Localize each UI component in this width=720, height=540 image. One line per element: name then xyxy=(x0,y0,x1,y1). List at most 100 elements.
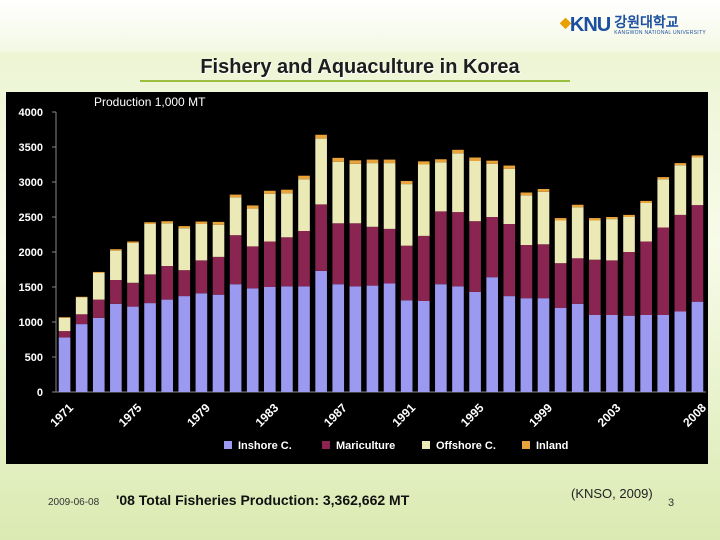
bar-segment xyxy=(417,301,430,392)
bar-segment xyxy=(281,193,293,238)
bar-segment xyxy=(229,194,242,198)
bar-segment xyxy=(332,157,345,162)
bar-segment xyxy=(315,204,327,271)
bar-segment xyxy=(332,284,345,392)
legend-label: Offshore C. xyxy=(436,440,496,452)
bar-segment xyxy=(75,297,88,315)
bar-segment xyxy=(264,287,276,392)
bar-segment xyxy=(246,208,259,247)
bar-segment xyxy=(691,157,704,206)
bar-segment xyxy=(469,291,481,392)
logo-korean: 강원대학교 xyxy=(614,14,679,31)
bar-segment xyxy=(75,296,88,298)
bar-segment xyxy=(264,190,276,194)
bar-segment xyxy=(383,159,396,164)
legend-label: Inshore C. xyxy=(238,440,292,452)
bar-segment xyxy=(212,256,225,295)
footer-date: 2009-06-08 xyxy=(48,497,100,508)
bar-segment xyxy=(161,223,173,266)
x-tick-label: 1999 xyxy=(526,401,555,430)
header-band xyxy=(0,0,720,52)
bar-segment xyxy=(691,205,704,302)
x-tick-label: 1987 xyxy=(321,401,350,430)
bar-segment xyxy=(469,157,481,161)
bar-segment xyxy=(400,300,413,392)
bar-segment xyxy=(571,258,584,304)
bar-segment xyxy=(161,299,173,392)
bar-segment xyxy=(298,286,310,392)
bar-segment xyxy=(144,222,156,224)
bar-segment xyxy=(298,175,310,180)
bar-segment xyxy=(264,193,276,242)
bar-segment xyxy=(674,163,687,166)
bar-segment xyxy=(161,266,173,300)
bar-segment xyxy=(469,161,481,222)
bar-segment xyxy=(623,252,635,316)
slide-title: Fishery and Aquaculture in Korea xyxy=(200,56,520,78)
bar-segment xyxy=(195,293,208,392)
bar-segment xyxy=(520,298,533,392)
bar-segment xyxy=(366,159,379,164)
bar-segment xyxy=(520,245,533,299)
bar-segment xyxy=(349,286,362,392)
bar-segment xyxy=(144,224,156,275)
bar-segment xyxy=(657,315,670,392)
bar-segment xyxy=(486,217,498,278)
bar-segment xyxy=(452,286,464,392)
bar-segment xyxy=(332,161,345,224)
total-production-label: '08 Total Fisheries Production: 3,362,66… xyxy=(116,492,410,508)
bar-segment xyxy=(178,270,191,297)
bar-segment xyxy=(349,223,362,287)
y-tick-label: 2500 xyxy=(19,212,43,224)
bar-segment xyxy=(623,214,635,217)
bar-segment xyxy=(58,317,71,332)
bar-segment xyxy=(503,296,516,392)
chart-panel: 0 500 1000 1500 2000 2500 3000 3500 4000 Producti… xyxy=(6,92,708,464)
bar-segment xyxy=(674,311,687,392)
bar-segment xyxy=(640,315,652,392)
bar-segment xyxy=(554,220,567,264)
y-tick-label: 4000 xyxy=(19,107,43,119)
source-label: (KNSO, 2009) xyxy=(571,486,653,501)
bar-segment xyxy=(178,228,191,271)
bar-segment xyxy=(417,161,430,165)
bar-segment xyxy=(435,159,447,163)
bar-segment xyxy=(691,301,704,392)
bar-segment xyxy=(520,192,533,196)
logo-mark: ◆KNU xyxy=(560,14,611,37)
bar-segment xyxy=(229,197,242,236)
y-tick-label: 2000 xyxy=(19,247,43,259)
bar-segment xyxy=(366,226,379,286)
bar-segment xyxy=(58,331,71,338)
bar-segment xyxy=(246,205,259,209)
bar-segment xyxy=(144,274,156,304)
bar-segment xyxy=(640,200,652,203)
bar-segment xyxy=(144,303,156,392)
bar-segment xyxy=(178,226,191,229)
bar-segment xyxy=(400,180,413,185)
bar-segment xyxy=(674,165,687,215)
bar-segment xyxy=(554,218,567,221)
y-tick-label: 1500 xyxy=(19,282,43,294)
bar-segment xyxy=(606,315,618,392)
bar-segment xyxy=(452,153,464,213)
bar-segment xyxy=(417,235,430,301)
bar-segment xyxy=(640,203,652,242)
bar-segment xyxy=(315,138,327,205)
bar-segment xyxy=(315,134,327,139)
x-tick-label: 1983 xyxy=(253,401,282,430)
bar-segment xyxy=(537,191,550,245)
y-tick-label: 1000 xyxy=(19,317,43,329)
bar-segment xyxy=(75,324,88,392)
bar-segment xyxy=(110,303,122,392)
y-unit-label: Production 1,000 MT xyxy=(94,95,206,109)
y-tick-label: 3000 xyxy=(19,177,43,189)
bar-segment xyxy=(127,242,139,283)
legend-swatch xyxy=(224,441,232,449)
bar-segment xyxy=(589,218,601,221)
x-tick-label: 2008 xyxy=(680,401,708,430)
logo-text: 강원대학교 KANGWON NATIONAL UNIVERSITY xyxy=(614,16,706,36)
bar-segment xyxy=(623,217,635,252)
bar-segment xyxy=(58,337,71,392)
bar-segment xyxy=(554,263,567,308)
